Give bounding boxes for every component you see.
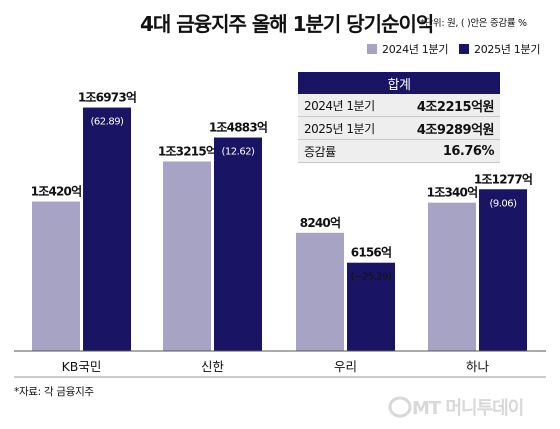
category-label: KB국민 (62, 359, 102, 374)
bar (83, 107, 131, 351)
data-label: 1조4883억 (209, 121, 267, 135)
watermark-text: MT 머니투데이 (412, 398, 524, 419)
data-label: 1조1277억 (474, 172, 532, 186)
summary-row: 2025년 1분기 4조9289억원 (298, 116, 500, 140)
summary-label: 증감률 (298, 139, 396, 163)
legend-item-2025: 2025년 1분기 (459, 40, 540, 58)
legend-label-2025: 2025년 1분기 (474, 43, 541, 56)
data-label: 1조6973억 (78, 91, 136, 105)
legend-swatch-2024 (367, 44, 377, 54)
change-label: (9.06) (489, 198, 517, 209)
summary-row: 2024년 1분기 4조2215억원 (298, 94, 500, 117)
bar (428, 202, 476, 351)
bar (347, 262, 395, 351)
summary-table: 합계 2024년 1분기 4조2215억원 2025년 1분기 4조9289억원… (298, 72, 500, 163)
category-label: 우리 (334, 359, 357, 374)
data-label: 8240억 (300, 216, 340, 230)
summary-row: 증감률 16.76% (298, 139, 500, 163)
bar (479, 189, 527, 351)
data-label: 1조340억 (427, 186, 478, 200)
summary-value: 4조2215억원 (395, 94, 500, 117)
category-label: 신한 (201, 359, 225, 374)
unit-note: *단위: 원, ( )안은 증감률 % (420, 18, 527, 29)
watermark-logo-icon (388, 396, 412, 418)
legend-item-2024: 2024년 1분기 (367, 40, 448, 58)
summary-label: 2024년 1분기 (298, 94, 396, 117)
bar (214, 137, 262, 351)
summary-value: 4조9289억원 (395, 116, 500, 140)
data-label: 6156억 (351, 246, 391, 260)
bar (32, 201, 80, 351)
category-label: 하나 (466, 359, 490, 374)
summary-label: 2025년 1분기 (298, 116, 396, 140)
summary-header: 합계 (298, 72, 500, 94)
bar (163, 161, 211, 351)
data-label: 1조420억 (31, 185, 82, 199)
data-label: 1조3215억 (158, 144, 216, 158)
source-note: *자료: 각 금융지주 (14, 386, 94, 398)
change-label: (12.62) (222, 147, 256, 158)
legend-swatch-2025 (459, 44, 469, 54)
change-label: (−25.29) (351, 272, 392, 283)
summary-value: 16.76% (395, 139, 500, 163)
bar (296, 232, 344, 351)
legend-label-2024: 2024년 1분기 (382, 43, 449, 56)
summary-header-row: 합계 (298, 72, 500, 94)
chart-title: 4대 금융지주 올해 1분기 당기순이익 (140, 12, 434, 36)
change-label: (62.89) (91, 117, 125, 128)
